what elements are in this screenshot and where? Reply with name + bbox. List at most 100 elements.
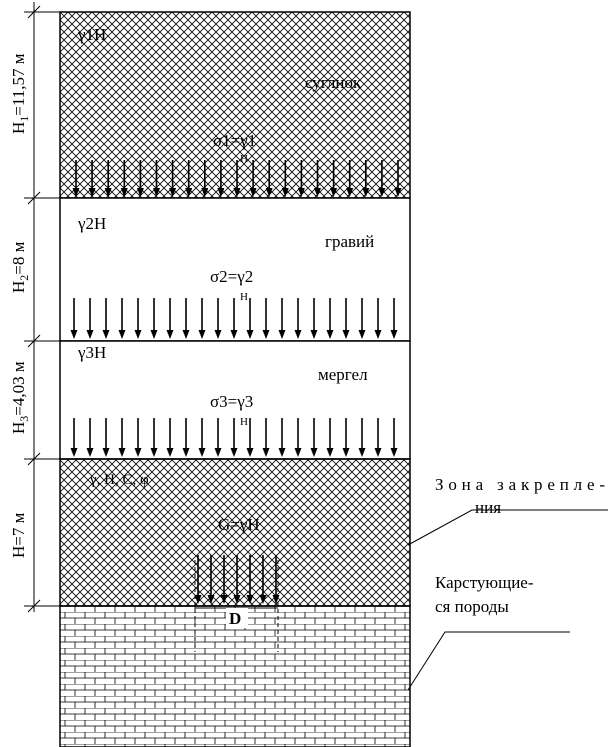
- stress-arrow: [330, 160, 338, 197]
- layer-3-weight-label: γ3H: [77, 343, 106, 362]
- stress-arrow: [297, 160, 305, 197]
- stress-arrow: [390, 298, 398, 339]
- stress-arrow: [262, 418, 270, 457]
- layer-2-weight-label: γ2H: [77, 214, 106, 233]
- stress-arrow: [134, 298, 142, 339]
- layer-4-stress-label: G=γH: [218, 515, 260, 534]
- layer-4-fixing-zone-body: [59, 458, 411, 607]
- cavity-load-arrow: [233, 555, 241, 604]
- stress-arrow: [374, 298, 382, 339]
- height-label-layer-3: H3=4,03 м: [9, 361, 31, 434]
- stress-arrow: [314, 160, 321, 197]
- stress-arrow: [249, 160, 257, 197]
- cavity-width-label: D: [229, 609, 241, 628]
- stress-arrow: [362, 160, 370, 197]
- layer-2-stress-arrows: [70, 298, 398, 339]
- callout-karst-rocks-leader: [407, 631, 570, 691]
- layer-1-stress-arrows: [72, 160, 402, 197]
- stress-arrow: [120, 160, 128, 197]
- stress-arrow: [390, 418, 398, 457]
- cavity-load-arrow: [259, 555, 267, 604]
- stress-arrow: [70, 298, 78, 339]
- layer-2-stress-sub: H: [240, 291, 248, 303]
- stress-arrow: [217, 160, 225, 197]
- stress-arrow: [230, 298, 238, 339]
- cavity-load-arrows: [194, 555, 280, 604]
- stress-arrow: [102, 298, 110, 339]
- height-label-layer-1: H1=11,57 м: [9, 53, 31, 134]
- stress-arrow: [169, 160, 177, 197]
- stress-arrow: [294, 298, 302, 339]
- layer-4-parameters-label: γ, H, C, φ: [89, 472, 149, 488]
- layer-1-soil-name: суглнок: [305, 73, 362, 92]
- layer-1-stress-label: σ1=γ1: [213, 131, 256, 150]
- stress-arrow: [198, 298, 206, 339]
- stress-arrow: [214, 418, 222, 457]
- stress-arrow: [374, 418, 382, 457]
- stress-arrow: [394, 160, 402, 197]
- layer-1-stress-sub: H: [240, 153, 248, 165]
- stress-arrow: [294, 418, 302, 457]
- stress-arrow: [150, 418, 158, 457]
- stress-arrow: [326, 418, 334, 457]
- stress-arrow: [118, 418, 126, 457]
- stress-arrow: [182, 298, 190, 339]
- cavity-load-arrow: [207, 555, 215, 604]
- cavity-width-label-background: [226, 608, 248, 628]
- height-label-layer-2: H2=8 м: [9, 241, 31, 293]
- stress-arrow: [198, 418, 206, 457]
- stress-arrow: [358, 298, 366, 339]
- stress-arrow: [104, 160, 112, 197]
- stress-arrow: [278, 418, 286, 457]
- stress-arrow: [86, 298, 94, 339]
- stress-arrow: [278, 298, 286, 339]
- callout-karst-rocks-line-2: ся породы: [435, 597, 509, 616]
- callout-karst-rocks-line-1: Карстующие-: [435, 573, 534, 592]
- height-dimension-ticks: [24, 5, 60, 613]
- stress-arrow: [166, 298, 174, 339]
- callout-fixing-zone-line-1: Зона закрепле-: [435, 475, 605, 494]
- stress-arrow: [326, 298, 334, 339]
- stress-arrow: [230, 418, 238, 457]
- layer-1-soil-body: [59, 11, 411, 199]
- stress-arrow: [310, 418, 318, 457]
- layer-3-stress-label: σ3=γ3: [210, 392, 253, 411]
- cavity-load-arrow: [246, 555, 254, 604]
- stress-arrow: [233, 160, 241, 197]
- layer-1-weight-label: γ1H: [77, 25, 106, 44]
- height-label-layer-4: H=7 м: [9, 512, 28, 558]
- stress-arrow: [201, 160, 209, 197]
- stress-arrow: [134, 418, 142, 457]
- stress-arrow: [72, 160, 80, 197]
- stress-arrow: [281, 160, 289, 197]
- stress-arrow: [166, 418, 174, 457]
- layer-3-stress-arrows: [70, 418, 398, 457]
- stress-arrow: [346, 160, 354, 197]
- cavity-load-arrow: [194, 555, 202, 604]
- stress-arrow: [153, 160, 160, 197]
- stress-arrow: [88, 160, 96, 197]
- stress-arrow: [265, 160, 273, 197]
- stress-arrow: [185, 160, 193, 197]
- stress-arrow: [150, 298, 158, 339]
- layer-3-soil-body: [59, 340, 411, 460]
- stress-arrow: [342, 418, 350, 457]
- stress-arrow: [310, 298, 318, 339]
- stress-arrow: [136, 160, 144, 197]
- layer-3-stress-sub: H: [240, 416, 248, 428]
- karst-rock-layer-body: [59, 605, 411, 747]
- cavity-load-arrow: [220, 555, 228, 604]
- callout-fixing-zone-leader: [407, 509, 608, 546]
- layer-2-stress-label: σ2=γ2: [210, 267, 253, 286]
- stress-arrow: [70, 418, 78, 457]
- stress-arrow: [342, 298, 350, 339]
- stress-arrow: [182, 418, 190, 457]
- stress-arrow: [246, 418, 254, 457]
- layer-2-soil-name: гравий: [325, 232, 374, 251]
- stress-arrow: [214, 298, 222, 339]
- stress-arrow: [86, 418, 94, 457]
- layer-2-soil-body: [59, 197, 411, 342]
- stress-arrow: [118, 298, 126, 339]
